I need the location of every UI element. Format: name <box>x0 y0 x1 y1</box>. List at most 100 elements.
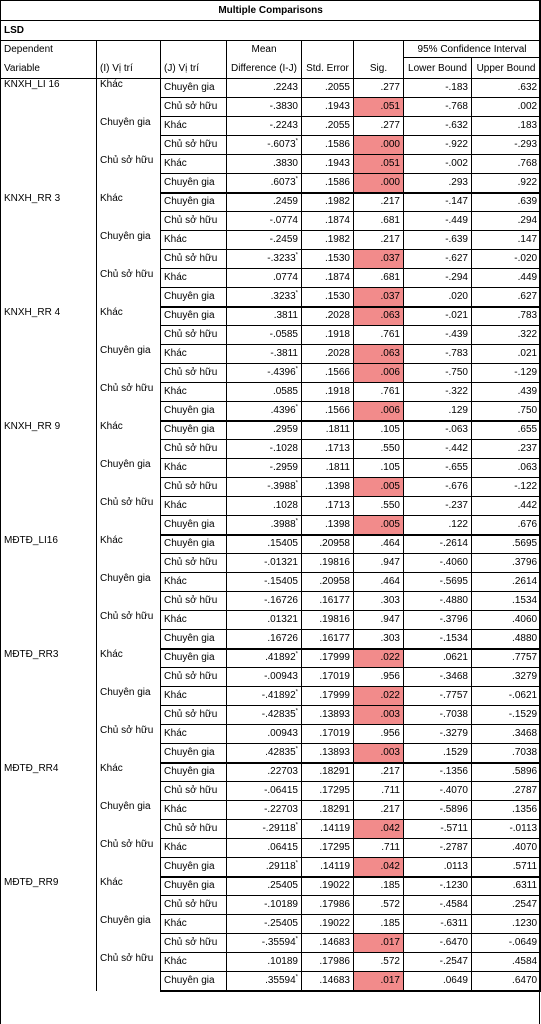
table-row: MĐTĐ_RR9 Khác Chuyên gia .25405.19022.185 -.… <box>0 876 541 991</box>
significance-star: * <box>295 708 298 715</box>
significance-star: * <box>295 404 298 411</box>
upper-bound-cell: .4060 <box>470 610 541 630</box>
upper-bound-cell: .021 <box>470 344 541 364</box>
lower-bound-cell: -.1356 <box>403 762 472 782</box>
mean-difference-cell: -.0774 <box>226 211 302 231</box>
i-group-cell: Chủ sở hữu <box>96 952 161 991</box>
j-group-cell: Chủ sở hữu <box>160 705 227 725</box>
mean-difference-value: .0585 <box>272 386 298 397</box>
upper-bound-cell: .1534 <box>470 591 541 611</box>
mean-difference-value: .1028 <box>272 500 298 511</box>
lower-bound-cell: -.783 <box>403 344 472 364</box>
table-row: Chủ sở hữu -.3233* .1530.037 -.627 -.020 <box>1 249 541 269</box>
lower-bound-cell: -.147 <box>403 192 472 212</box>
mean-difference-value: .25405 <box>267 880 298 892</box>
sig-cell: .217 <box>353 230 404 250</box>
upper-bound-cell: .1356 <box>470 800 541 820</box>
mean-difference-value: -.0774 <box>269 215 298 226</box>
lower-bound-cell: -.002 <box>403 154 472 174</box>
j-group-cell: Chuyên gia <box>160 762 227 782</box>
mean-difference-cell: .16726 <box>226 629 302 650</box>
j-group-cell: Chuyên gia <box>160 173 227 194</box>
upper-bound-cell: -.0113 <box>470 819 541 839</box>
upper-bound-cell: -.0621 <box>470 686 541 706</box>
mean-difference-cell: -.35594* <box>226 933 302 953</box>
sig-cell: .003 <box>353 705 404 725</box>
std-error-cell: .19022 <box>301 914 354 934</box>
std-error-cell: .17295 <box>301 838 354 858</box>
upper-bound-cell: .4070 <box>470 838 541 858</box>
mean-difference-cell: .25405 <box>226 876 302 896</box>
i-group-cell: Chuyên gia <box>96 458 161 497</box>
std-error-cell: .17999 <box>301 648 354 668</box>
std-error-cell: .19816 <box>301 610 354 630</box>
mean-difference-cell: .3233* <box>226 287 302 308</box>
i-group-cell: Khác <box>96 306 161 345</box>
mean-difference-cell: -.3988* <box>226 477 302 497</box>
mean-difference-value: .41892 <box>265 652 296 664</box>
table-row: KNXH_RR 4 Khác Chuyên gia .3811.2028.063 -.0… <box>0 306 541 421</box>
std-error-cell: .1918 <box>301 382 354 402</box>
std-error-cell: .17019 <box>301 667 354 687</box>
std-error-cell: .16177 <box>301 629 354 650</box>
upper-bound-cell: .5896 <box>470 762 541 782</box>
sig-cell: .005 <box>353 477 404 497</box>
sig-cell: .217 <box>353 762 404 782</box>
lower-bound-cell: -.294 <box>403 268 472 288</box>
dependent-variable-cell: KNXH_RR 4 <box>0 306 97 421</box>
lower-bound-cell: -.922 <box>403 135 472 155</box>
table-row: Chủ sở hữu -.29118* .14119.042 -.5711 -.0113 <box>1 819 541 839</box>
lower-bound-cell: -.021 <box>403 306 472 326</box>
j-group-cell: Chuyên gia <box>160 78 227 98</box>
mean-difference-cell: -.15405 <box>226 572 302 592</box>
i-group-cell: Khác <box>96 762 161 801</box>
mean-difference-value: .15405 <box>267 538 298 550</box>
i-group-cell: Khác <box>96 648 161 687</box>
std-error-cell: .13893 <box>301 705 354 725</box>
table-row: Chủ sở hữu -.06415.17295.711 -.4070.2787 <box>1 781 541 801</box>
sig-cell: .761 <box>353 325 404 345</box>
header-mean-diff-line2: Difference (I-J) <box>226 57 302 79</box>
sig-cell: .006 <box>353 363 404 383</box>
dependent-variable-cell: KNXH_LI 16 <box>0 78 97 193</box>
mean-difference-cell: -.22703 <box>226 800 302 820</box>
table-row: Chủ sở hữu -.35594* .14683.017 -.6470 -.0649 <box>1 933 541 953</box>
std-error-cell: .1811 <box>301 420 354 440</box>
table-row: Chuyên gia Khác -.2459.1982.217 -.639.147 <box>1 230 541 269</box>
std-error-cell: .13893 <box>301 743 354 764</box>
method-label: LSD <box>0 20 541 41</box>
lower-bound-cell: -.6470 <box>403 933 472 953</box>
table-row: Chuyên gia Khác -.3811.2028.063 -.783.021 <box>1 344 541 383</box>
upper-bound-cell: .2547 <box>470 895 541 915</box>
table-row: Chủ sở hữu Khác .06415.17295.711 -.2787.407… <box>1 838 541 877</box>
sig-cell: .711 <box>353 838 404 858</box>
header-std-error-spacer <box>301 40 354 58</box>
sig-cell: .947 <box>353 553 404 573</box>
sig-cell: .037 <box>353 249 404 269</box>
i-group-cell: Chủ sở hữu <box>96 496 161 535</box>
j-group-cell: Khác <box>160 496 227 516</box>
j-group-cell: Chủ sở hữu <box>160 819 227 839</box>
mean-difference-value: -.4396 <box>267 367 296 378</box>
i-group-cell: Khác <box>96 192 161 231</box>
std-error-cell: .2028 <box>301 306 354 326</box>
j-group-cell: Khác <box>160 800 227 820</box>
table-row: Chủ sở hữu Khác .0585.1918.761 -.322.439 <box>1 382 541 421</box>
upper-bound-cell: .1230 <box>470 914 541 934</box>
upper-bound-cell: -.1529 <box>470 705 541 725</box>
std-error-cell: .19022 <box>301 876 354 896</box>
upper-bound-cell: .063 <box>470 458 541 478</box>
upper-bound-cell: .2614 <box>470 572 541 592</box>
upper-bound-cell: .632 <box>470 78 541 98</box>
lower-bound-cell: -.627 <box>403 249 472 269</box>
std-error-cell: .1713 <box>301 439 354 459</box>
significance-star: * <box>295 936 298 943</box>
mean-difference-cell: .6073* <box>226 173 302 194</box>
lower-bound-cell: -.449 <box>403 211 472 231</box>
mean-difference-value: .2243 <box>272 82 298 93</box>
lower-bound-cell: -.639 <box>403 230 472 250</box>
dependent-variable-cell: KNXH_RR 3 <box>0 192 97 307</box>
mean-difference-cell: .0774 <box>226 268 302 288</box>
mean-difference-value: -.42835 <box>261 709 296 720</box>
mean-difference-value: -.06415 <box>264 785 298 796</box>
